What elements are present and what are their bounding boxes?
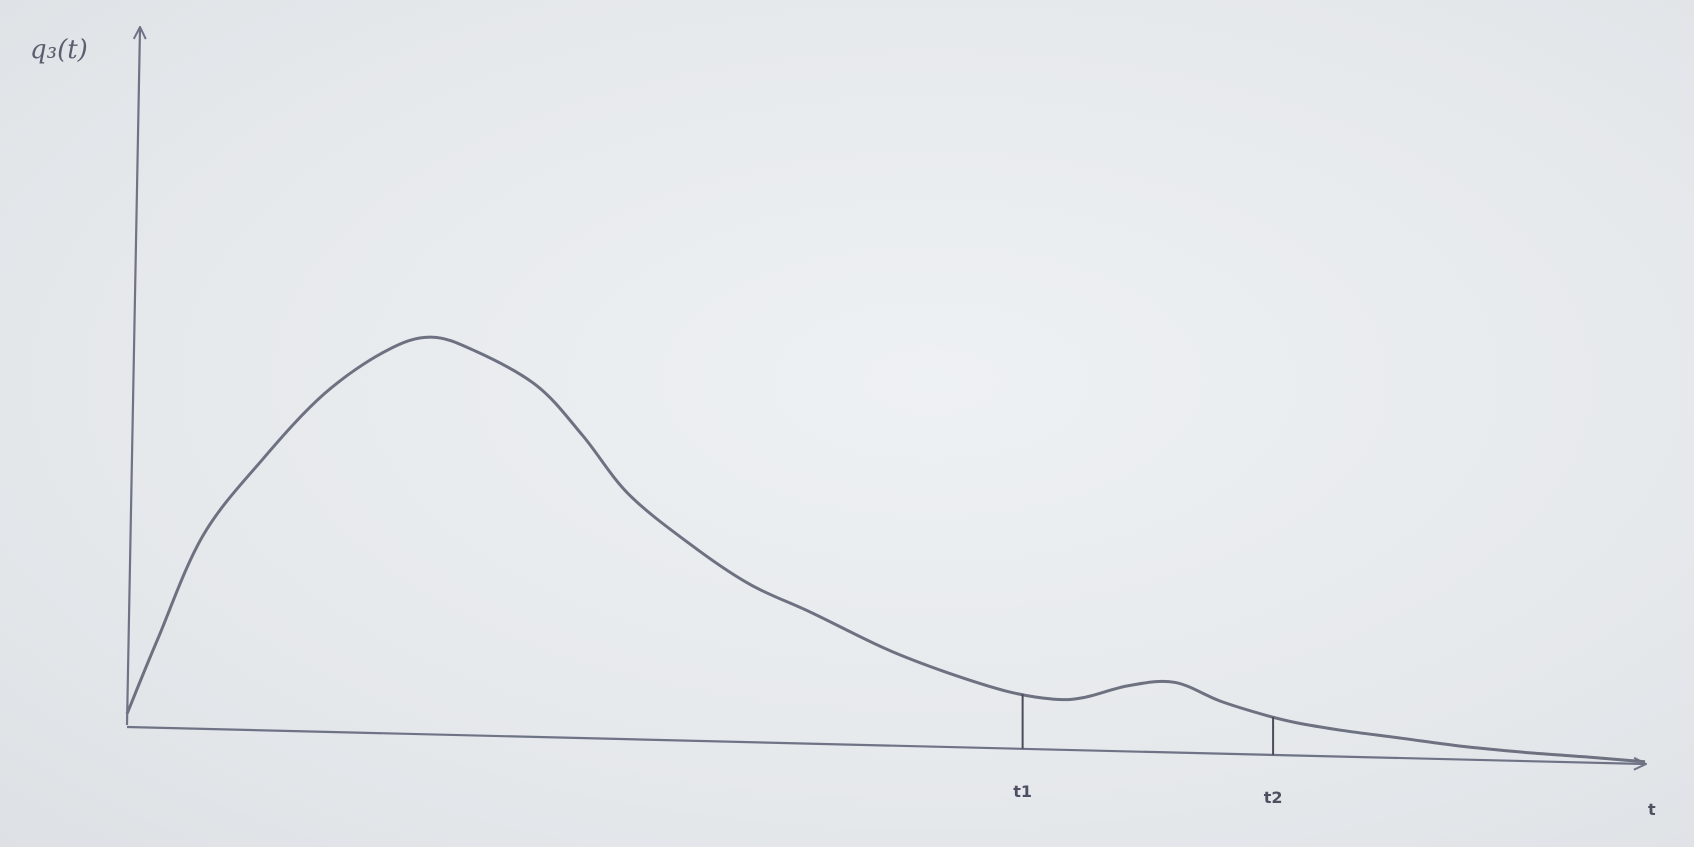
y-axis — [125, 28, 140, 726]
x-axis-label: t — [1648, 800, 1656, 819]
series-line-1 — [125, 335, 1646, 764]
x-axis — [126, 725, 1645, 764]
y-axis-label: q₃(t) — [30, 35, 88, 65]
marker-label-t1: t1 — [1013, 782, 1032, 801]
series-layer — [125, 335, 1646, 764]
marker-label-t2: t2 — [1264, 788, 1283, 807]
marker-layer: t1 t2 — [1013, 693, 1283, 807]
